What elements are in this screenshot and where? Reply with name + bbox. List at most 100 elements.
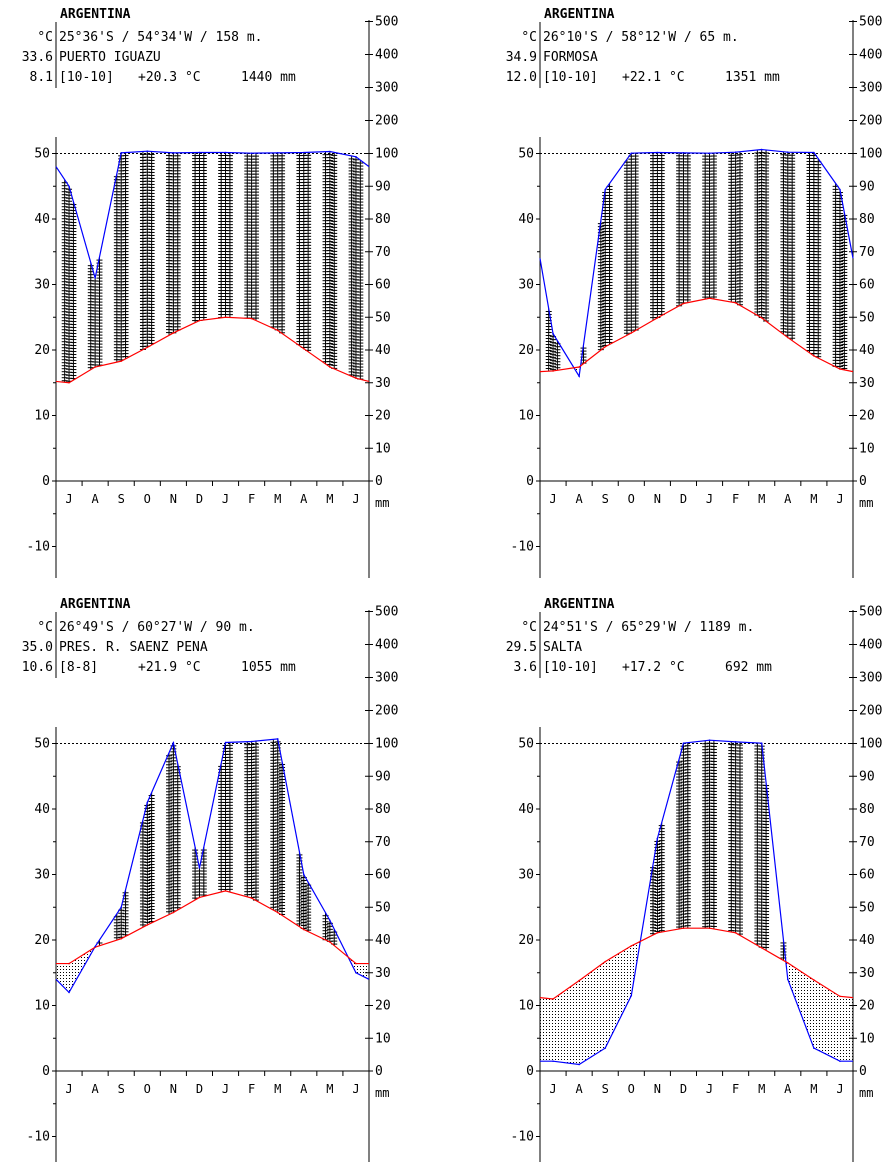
temperature-point (68, 381, 70, 384)
temp-tick-label: 0 (526, 474, 534, 489)
month-label: M (326, 492, 333, 506)
precipitation-point (734, 151, 737, 153)
annual-precipitation: 1351 mm (725, 70, 780, 85)
temp-tick-label: 50 (518, 147, 534, 162)
temperature-point (786, 336, 789, 339)
station-coordinates: 25°36'S / 54°34'W / 158 m. (59, 30, 263, 45)
precip-tick-label: 40 (859, 343, 875, 358)
month-label: J (222, 492, 229, 506)
precip-tick-label: 500 (859, 15, 882, 30)
month-label: J (352, 492, 359, 506)
precip-tick-label: 0 (375, 1064, 383, 1079)
precip-tick-label: 60 (859, 278, 875, 293)
temp-tick-label: -10 (27, 540, 50, 555)
temp-tick-label: 10 (518, 409, 534, 424)
precipitation-point (708, 152, 711, 154)
temperature-point (839, 368, 841, 370)
temperature-point (276, 329, 279, 332)
temperature-point (813, 355, 815, 357)
month-label: N (654, 492, 661, 506)
precip-tick-label: 80 (859, 212, 875, 227)
mean-annual-temp: +20.3 °C (138, 70, 201, 85)
precip-tick-label: 60 (375, 868, 391, 883)
absolute-min-temp: 10.6 (22, 660, 53, 675)
precip-tick-label: 500 (375, 15, 398, 30)
month-label: O (628, 492, 635, 506)
precip-tick-label: 0 (375, 474, 383, 489)
temperature-point (682, 302, 685, 305)
precipitation-point (682, 152, 685, 154)
observation-years: [8-8] (59, 660, 98, 675)
precipitation-point (355, 155, 357, 158)
temperature-line (55, 316, 370, 384)
precip-tick-label: 70 (375, 245, 391, 260)
precipitation-point (329, 150, 331, 153)
temperature-point (198, 319, 201, 322)
month-label: S (118, 492, 125, 506)
precip-tick-label: 90 (859, 179, 875, 194)
precip-tick-label: 100 (375, 147, 398, 162)
precipitation-point (813, 151, 815, 154)
precip-tick-label: 50 (375, 900, 391, 915)
precip-tick-label: 40 (375, 343, 391, 358)
month-label: J (836, 492, 843, 506)
precip-tick-label: 40 (375, 933, 391, 948)
temp-tick-label: 20 (34, 933, 50, 948)
month-label: N (170, 492, 177, 506)
precipitation-point (276, 152, 279, 154)
precipitation-point (656, 151, 659, 154)
absolute-min-temp: 12.0 (506, 70, 537, 85)
precip-tick-label: 200 (375, 114, 398, 129)
month-label: A (300, 1082, 308, 1096)
precip-tick-label: 20 (375, 409, 391, 424)
precipitation-point (630, 152, 633, 154)
dry-period-area (349, 958, 369, 980)
temperature-point (552, 370, 554, 372)
temperature-point (94, 366, 96, 368)
precipitation-point (224, 151, 227, 154)
temp-tick-label: 30 (34, 278, 50, 293)
precip-tick-label: 50 (859, 310, 875, 325)
temperature-point (172, 332, 175, 334)
temperature-point (355, 377, 357, 379)
precip-tick-label: 200 (859, 114, 882, 129)
precipitation-point (302, 151, 305, 154)
precip-tick-label: 30 (859, 376, 875, 391)
precip-tick-label: 200 (375, 704, 398, 719)
temp-unit-label: °C (37, 620, 53, 635)
precipitation-point (604, 188, 607, 191)
precip-tick-label: 70 (859, 245, 875, 260)
precip-tick-label: 100 (375, 737, 398, 752)
precip-tick-label: 50 (375, 310, 391, 325)
month-label: F (732, 492, 739, 506)
observation-years: [10-10] (543, 70, 598, 85)
precipitation-point (94, 277, 96, 279)
precipitation-point (146, 150, 149, 152)
precip-tick-label: 80 (375, 212, 391, 227)
temperature-point (708, 297, 711, 300)
precip-tick-label: 400 (859, 48, 882, 63)
observation-years: [10-10] (59, 70, 114, 85)
month-label: J (549, 492, 556, 506)
climate-chart-1: ARGENTINA °C 25°36'S / 54°34'W / 158 m. 33.… (22, 7, 398, 578)
country-label: ARGENTINA (60, 597, 131, 612)
precipitation-point (172, 152, 175, 154)
climate-chart-2: ARGENTINA °C 26°10'S / 58°12'W / 65 m. 34.9… (506, 7, 882, 578)
station-name: FORMOSA (543, 50, 598, 65)
temperature-point (656, 317, 659, 319)
temperature-point (302, 347, 305, 350)
dry-period-area (56, 948, 94, 992)
precip-tick-label: 300 (375, 81, 398, 96)
precipitation-point (552, 332, 554, 335)
month-label: F (248, 1082, 255, 1096)
country-label: ARGENTINA (544, 7, 615, 22)
precip-tick-label: 90 (375, 179, 391, 194)
precip-tick-label: 20 (859, 409, 875, 424)
precipitation-point (68, 185, 70, 188)
precip-tick-label: 80 (375, 802, 391, 817)
temp-tick-label: 10 (34, 999, 50, 1014)
month-label: M (326, 1082, 333, 1096)
month-label: J (706, 492, 713, 506)
month-label: M (274, 1082, 281, 1096)
